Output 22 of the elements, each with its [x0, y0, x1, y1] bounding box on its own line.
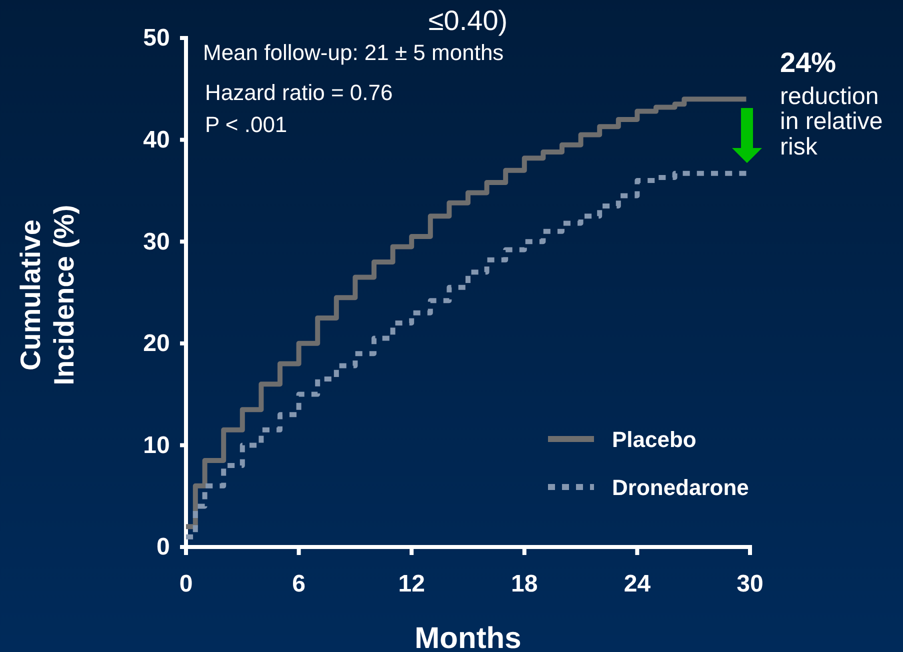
- x-tick-label: 30: [736, 570, 764, 598]
- y-axis-title: Cumulative Incidence (%): [15, 204, 80, 386]
- legend-label: Placebo: [612, 427, 696, 452]
- annotation: P < .001: [205, 112, 288, 137]
- legend-label: Dronedarone: [612, 475, 749, 500]
- x-axis-title: Months: [414, 622, 522, 652]
- text: reduction in relative risk: [780, 83, 883, 160]
- x-tick-label: 0: [179, 570, 193, 598]
- annotation: Mean follow-up: 21 ± 5 months: [203, 40, 504, 65]
- text: 24%: [780, 47, 836, 78]
- chart-title: ≤0.40): [428, 5, 508, 36]
- x-tick-label: 24: [624, 570, 652, 598]
- x-tick-label: 6: [292, 570, 306, 598]
- x-tick-label: 12: [398, 570, 425, 598]
- y-tick-label: 40: [143, 126, 170, 154]
- y-tick-label: 0: [156, 534, 170, 561]
- x-tick-label: 18: [511, 570, 538, 598]
- y-tick-label: 20: [143, 330, 170, 358]
- y-tick-label: 50: [143, 24, 170, 52]
- annotation: Hazard ratio = 0.76: [205, 80, 393, 105]
- y-tick-label: 30: [143, 228, 170, 256]
- y-tick-label: 10: [143, 432, 170, 459]
